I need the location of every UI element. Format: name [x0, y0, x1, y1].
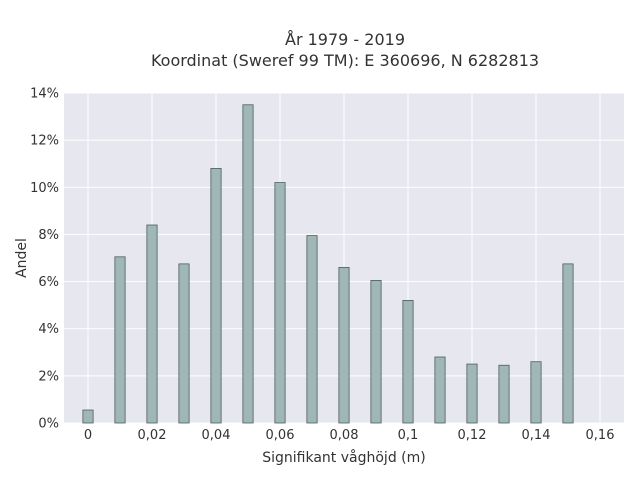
chart-title-line-1: År 1979 - 2019 [285, 30, 405, 49]
bar-15 [562, 263, 574, 424]
chart-title-line-2: Koordinat (Sweref 99 TM): E 360696, N 62… [151, 51, 539, 70]
x-tick-label-6: 0,12 [458, 428, 487, 443]
bar-10 [402, 300, 414, 424]
x-tick-label-1: 0,02 [138, 428, 167, 443]
bar-9 [370, 279, 382, 424]
x-tick-label-4: 0,08 [330, 428, 359, 443]
x-tick-label-3: 0,06 [266, 428, 295, 443]
y-tick-label-6: 12% [30, 134, 59, 149]
x-tick-label-2: 0,04 [202, 428, 231, 443]
y-tick-label-4: 8% [38, 228, 59, 243]
bar-1 [114, 256, 126, 424]
x-axis-ticks: 0 0,02 0,04 0,06 0,08 0,1 0,12 0,14 0,16 [84, 428, 615, 443]
bar-4 [210, 168, 222, 424]
y-tick-label-1: 2% [38, 369, 59, 384]
x-tick-label-7: 0,14 [522, 428, 551, 443]
bar-12 [466, 363, 478, 424]
y-tick-label-3: 6% [38, 275, 59, 290]
y-axis-title: Andel [14, 238, 30, 278]
y-tick-label-2: 4% [38, 322, 59, 337]
bar-14 [530, 361, 542, 424]
bar-3 [178, 263, 190, 424]
bars [82, 104, 574, 424]
x-tick-label-5: 0,1 [398, 428, 419, 443]
bar-11 [434, 356, 446, 424]
y-tick-label-5: 10% [30, 181, 59, 196]
bar-5 [242, 104, 254, 424]
bar-7 [306, 235, 318, 424]
bar-2 [146, 224, 158, 424]
y-tick-label-0: 0% [38, 417, 59, 432]
x-axis-title: Signifikant våghöjd (m) [262, 449, 425, 466]
bar-6 [274, 182, 286, 424]
bar-8 [338, 267, 350, 424]
x-tick-label-8: 0,16 [586, 428, 615, 443]
bar-0 [82, 409, 94, 424]
y-tick-label-7: 14% [30, 87, 59, 102]
x-tick-label-0: 0 [84, 428, 92, 443]
bar-13 [498, 364, 510, 424]
y-axis-ticks: 0% 2% 4% 6% 8% 10% 12% 14% [30, 87, 59, 432]
